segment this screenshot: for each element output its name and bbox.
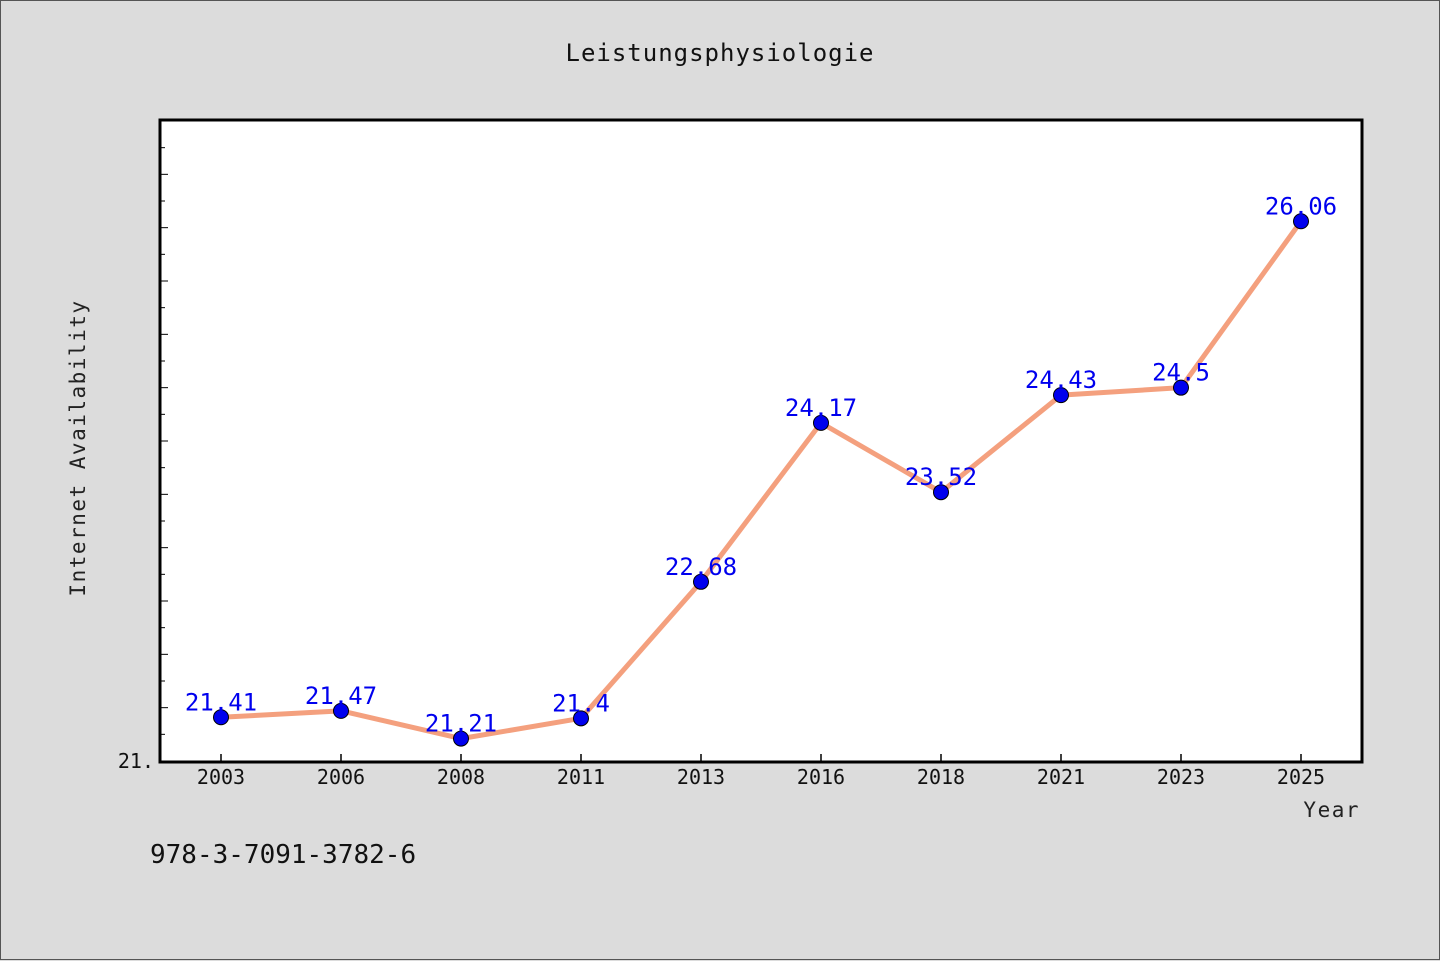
footer-isbn-text: 978-3-7091-3782-6	[150, 840, 416, 870]
x-tick-label: 2011	[557, 765, 605, 789]
data-point-marker	[1293, 213, 1309, 230]
data-point-marker	[1173, 379, 1189, 396]
data-point-label: 23.52	[905, 463, 977, 491]
data-point-label: 26.06	[1265, 192, 1337, 220]
x-tick-label: 2006	[317, 765, 365, 789]
x-tick-label: 2021	[1037, 765, 1085, 789]
x-tick-label: 2003	[197, 765, 245, 789]
x-tick-label: 2008	[437, 765, 485, 789]
x-tick-label: 2013	[677, 765, 725, 789]
x-tick-label: 2023	[1157, 765, 1205, 789]
x-axis-label: Year	[1303, 798, 1360, 822]
data-point-marker	[573, 710, 589, 727]
data-point-label: 21.41	[185, 688, 257, 716]
y-tick-label: 21.	[118, 749, 154, 773]
chart-title: Leistungsphysiologie	[566, 39, 875, 67]
data-point-marker	[1053, 387, 1069, 404]
x-tick-label: 2025	[1277, 765, 1325, 789]
data-point-marker	[453, 730, 469, 747]
data-point-marker	[693, 573, 709, 590]
data-labels: 21.41 21.47 21.21 21.4 22.68 24.17 23.52 24.43 2…	[185, 192, 1337, 737]
series-line	[218, 218, 1304, 742]
x-tick-label: 2016	[797, 765, 845, 789]
data-point-marker	[933, 484, 949, 501]
data-point-marker	[813, 414, 829, 431]
x-axis-ticks	[220, 754, 1302, 761]
data-point-label: 21.4	[552, 689, 610, 717]
y-axis-label: Internet Availability	[66, 299, 90, 596]
data-markers	[213, 213, 1309, 747]
data-point-label: 21.21	[425, 710, 497, 738]
data-point-label: 22.68	[665, 553, 737, 581]
data-point-label: 21.47	[305, 682, 377, 710]
y-axis-ticks	[161, 120, 168, 762]
data-point-label: 24.5	[1152, 359, 1210, 387]
series-line-group	[218, 218, 1304, 742]
x-tick-label: 2018	[917, 765, 965, 789]
data-point-marker	[333, 702, 349, 719]
x-tick-labels: 2003 2006 2008 2011 2013 2016 2018 2021 2023 2025	[197, 765, 1325, 789]
data-point-label: 24.17	[785, 394, 857, 422]
data-point-marker	[213, 709, 229, 726]
data-point-label: 24.43	[1025, 366, 1097, 394]
plot-area	[158, 118, 1364, 764]
